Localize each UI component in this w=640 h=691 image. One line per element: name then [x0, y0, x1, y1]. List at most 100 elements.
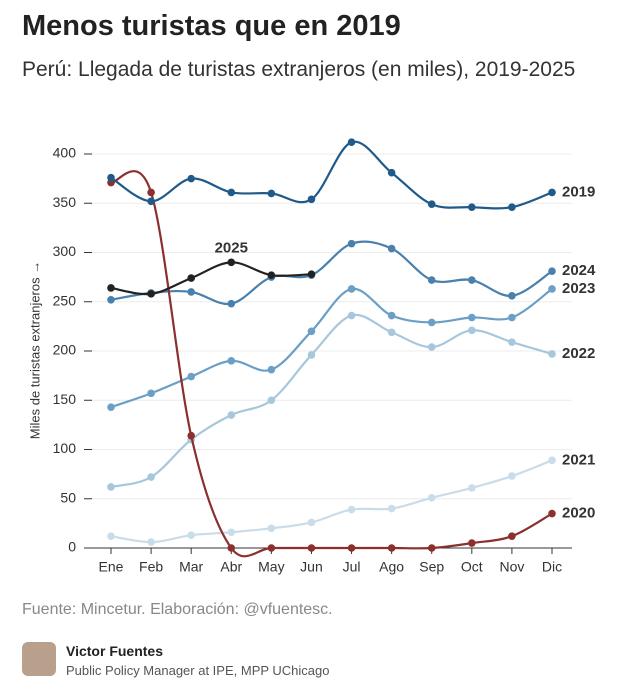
y-tick-label: 250	[53, 292, 77, 308]
x-tick-label: Feb	[139, 559, 163, 575]
y-tick-label: 100	[53, 440, 77, 456]
point	[107, 483, 115, 491]
point	[548, 350, 556, 358]
point	[468, 326, 476, 335]
point	[227, 544, 236, 552]
point	[107, 284, 115, 292]
point	[468, 276, 476, 284]
point	[387, 168, 396, 177]
chart: Miles de turistas extranjeros → 0 50 100 15…	[27, 138, 596, 575]
series-label: 2020	[562, 504, 595, 521]
point	[387, 504, 396, 513]
point	[427, 276, 436, 284]
point	[508, 292, 516, 300]
point	[508, 472, 516, 480]
point	[267, 271, 276, 279]
avatar	[22, 642, 56, 676]
point	[227, 188, 236, 197]
point	[307, 544, 316, 552]
point	[387, 328, 396, 337]
point	[427, 544, 436, 552]
series-line	[110, 140, 553, 210]
point	[307, 195, 316, 204]
point	[347, 544, 356, 552]
author-name: Victor Fuentes	[66, 643, 163, 659]
chart-subtitle: Perú: Llegada de turistas extranjeros (e…	[22, 58, 576, 81]
point	[187, 174, 195, 183]
x-tick-label: Jul	[343, 559, 361, 575]
point	[147, 290, 155, 298]
x-tick-label: Abr	[220, 559, 242, 575]
chart-title: Menos turistas que en 2019	[22, 10, 401, 42]
point	[267, 396, 276, 405]
x-tick-label: May	[258, 559, 284, 575]
x-tick-label: Sep	[419, 559, 444, 575]
series-label: 2025	[215, 239, 248, 256]
point	[548, 267, 556, 276]
y-axis-label: Miles de turistas extranjeros →	[27, 261, 42, 439]
point	[548, 188, 556, 197]
point	[427, 493, 436, 502]
point	[227, 299, 236, 308]
series-label: 2019	[562, 183, 595, 200]
x-tick-label: Nov	[499, 559, 524, 575]
point	[387, 311, 396, 320]
x-tick-label: Mar	[179, 559, 203, 575]
point	[227, 528, 236, 537]
point	[107, 295, 115, 304]
x-tick-label: Ene	[99, 559, 124, 575]
point	[147, 538, 155, 546]
point	[147, 197, 155, 206]
point	[468, 539, 476, 547]
x-tick-label: Dic	[542, 559, 562, 575]
series-line	[110, 459, 553, 544]
y-tick-label: 0	[68, 539, 76, 555]
point	[307, 270, 316, 278]
point	[508, 203, 516, 211]
series-label: 2024	[562, 262, 596, 279]
point	[147, 389, 155, 398]
point	[107, 403, 115, 411]
point	[347, 138, 356, 146]
author-role: Public Policy Manager at IPE, MPP UChica…	[66, 663, 330, 678]
series-line	[110, 240, 553, 306]
point	[347, 239, 356, 248]
point	[227, 411, 236, 419]
series-line	[110, 261, 312, 296]
point	[468, 313, 476, 322]
series-label: 2021	[562, 451, 595, 468]
x-tick-label: Ago	[379, 559, 404, 575]
point	[187, 531, 195, 539]
point	[508, 313, 516, 322]
series-label: 2023	[562, 280, 595, 297]
point	[227, 258, 236, 267]
y-tick-label: 50	[60, 489, 76, 505]
point	[427, 318, 436, 327]
source: Fuente: Mincetur. Elaboración: @vfuentes…	[22, 601, 333, 618]
y-tick-label: 400	[53, 145, 77, 161]
point	[468, 484, 476, 492]
point	[107, 532, 115, 540]
point	[187, 372, 195, 381]
point	[548, 456, 556, 465]
y-tick-label: 150	[53, 391, 77, 407]
point	[147, 473, 155, 481]
point	[267, 544, 276, 552]
point	[387, 244, 396, 253]
point	[508, 338, 516, 346]
point	[548, 285, 556, 293]
y-tick-label: 350	[53, 194, 77, 210]
point	[147, 188, 155, 197]
y-tick-label: 300	[53, 243, 77, 259]
point	[187, 431, 195, 440]
point	[267, 189, 276, 198]
point	[347, 285, 356, 293]
x-tick-label: Jun	[300, 559, 323, 575]
point	[548, 509, 556, 518]
point	[227, 357, 236, 365]
point	[508, 532, 516, 540]
point	[267, 365, 276, 374]
point	[187, 288, 195, 296]
point	[427, 200, 436, 209]
